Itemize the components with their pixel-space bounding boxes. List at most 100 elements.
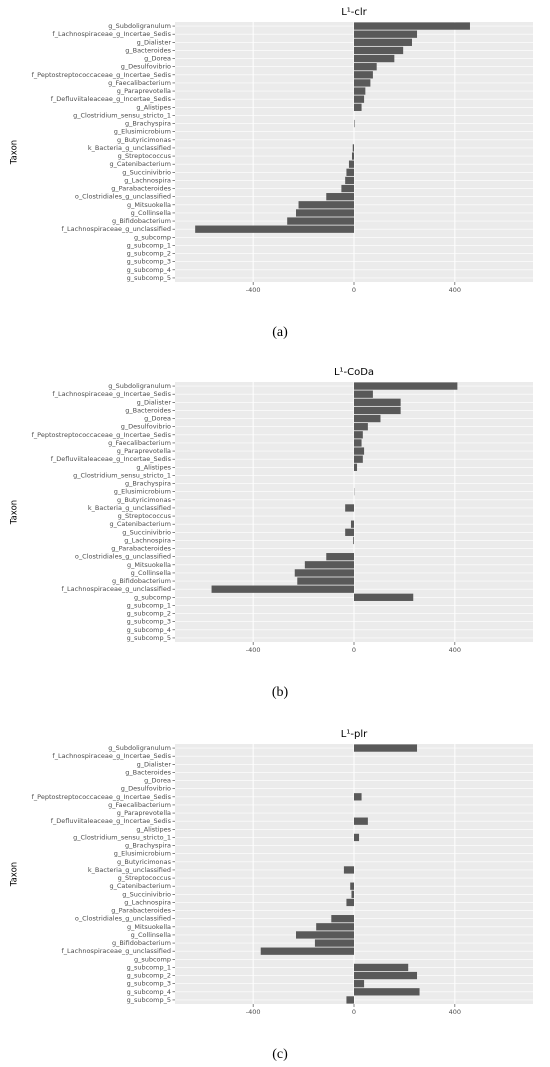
y-tick-label: g_Succinivibrio — [122, 890, 171, 898]
y-tick-label: g_Alistipes — [136, 103, 171, 111]
bar — [354, 980, 365, 988]
bar — [350, 520, 354, 528]
chart-title: L¹-clr — [341, 7, 367, 18]
bar — [348, 160, 354, 168]
y-tick-label: g_subcomp_5 — [127, 996, 171, 1004]
y-tick-label: g_Paraprevotella — [117, 809, 171, 817]
x-tick-label: 400 — [449, 286, 461, 294]
y-axis-label: Taxon — [10, 862, 20, 887]
bar — [354, 447, 365, 455]
y-tick-label: g_subcomp_5 — [127, 634, 171, 642]
y-tick-label: f_Peptostreptococcaceae_g_Incertae_Sedis — [32, 71, 172, 79]
y-tick-label: g_Dialister — [137, 38, 172, 46]
bar — [354, 390, 373, 398]
y-tick-label: g_subcomp — [134, 955, 171, 963]
y-tick-label: f_Lachnospiraceae_g_unclassified — [62, 585, 172, 593]
bar — [354, 382, 458, 390]
y-tick-label: g_Streptococcus — [118, 874, 172, 882]
y-tick-label: g_Collinsella — [131, 931, 171, 939]
y-tick-label: k_Bacteria_g_unclassified — [88, 866, 171, 874]
bar — [354, 63, 377, 71]
y-tick-label: f_Lachnospiraceae_g_unclassified — [62, 225, 172, 233]
bar — [345, 528, 354, 536]
y-tick-label: g_Desulfovibrio — [121, 63, 171, 71]
bar — [354, 103, 362, 111]
bar — [304, 561, 354, 569]
y-tick-label: g_Mitsuokella — [127, 923, 171, 931]
bar — [353, 536, 354, 545]
bar — [354, 398, 401, 406]
y-tick-label: g_Dorea — [144, 55, 171, 63]
y-tick-label: g_Dialister — [137, 398, 172, 406]
bar — [298, 201, 354, 209]
y-tick-label: g_subcomp_5 — [127, 274, 171, 282]
bar — [354, 95, 365, 103]
x-tick-label: 400 — [449, 1008, 461, 1016]
y-tick-label: g_Parabacteroides — [111, 185, 171, 193]
x-tick-label: -400 — [246, 646, 261, 654]
y-tick-label: g_Mitsuokella — [127, 561, 171, 569]
y-tick-label: g_Alistipes — [136, 463, 171, 471]
bar — [345, 504, 354, 512]
x-tick-label: -400 — [246, 1008, 261, 1016]
y-tick-label: g_Dorea — [144, 415, 171, 423]
y-tick-label: g_Butyricimonas — [117, 858, 172, 866]
y-tick-label: o_Clostridiales_g_unclassified — [75, 915, 171, 923]
y-tick-label: g_Clostridium_sensu_stricto_1 — [73, 833, 171, 841]
y-tick-label: g_subcomp_2 — [127, 610, 171, 618]
y-tick-label: f_Lachnospiraceae_g_Incertae_Sedis — [52, 390, 171, 398]
y-axis-label: Taxon — [10, 500, 20, 525]
y-tick-label: g_Butyricimonas — [117, 496, 172, 504]
y-tick-label: g_subcomp_2 — [127, 250, 171, 258]
bar — [314, 939, 354, 947]
y-tick-label: g_Paraprevotella — [117, 447, 171, 455]
y-tick-label: g_Catenibacterium — [109, 520, 171, 528]
y-tick-label: g_subcomp_4 — [127, 266, 171, 274]
x-tick-label: 400 — [449, 646, 461, 654]
bar — [354, 119, 355, 128]
bar — [352, 144, 354, 152]
bar — [354, 423, 368, 431]
y-tick-label: g_Desulfovibrio — [121, 423, 171, 431]
bar — [354, 414, 381, 423]
y-tick-label: f_Peptostreptococcaceae_g_Incertae_Sedis — [32, 793, 172, 801]
y-tick-label: g_Bifidobacterium — [112, 577, 171, 585]
y-tick-label: g_Collinsella — [131, 209, 171, 217]
y-tick-label: k_Bacteria_g_unclassified — [88, 144, 171, 152]
bar — [260, 947, 354, 955]
y-tick-label: g_subcomp — [134, 593, 171, 601]
x-tick-label: -400 — [246, 286, 261, 294]
bar — [354, 406, 401, 415]
caption: (b) — [272, 685, 289, 700]
y-tick-label: g_Lachnospira — [124, 536, 171, 544]
y-tick-label: g_Subdoligranulum — [108, 744, 171, 752]
bar — [326, 553, 354, 561]
y-tick-label: g_subcomp_2 — [127, 972, 171, 980]
bar — [346, 168, 354, 176]
y-tick-label: g_Faecalibacterium — [108, 439, 171, 447]
bar — [354, 971, 418, 980]
y-tick-label: g_Lachnospira — [124, 176, 171, 184]
y-tick-label: g_Catenibacterium — [109, 160, 171, 168]
y-tick-label: g_Collinsella — [131, 569, 171, 577]
bar — [354, 54, 395, 63]
y-tick-label: g_subcomp_4 — [127, 988, 171, 996]
bar — [354, 431, 363, 439]
caption: (c) — [272, 1047, 288, 1062]
bar — [354, 30, 418, 38]
y-tick-label: g_Alistipes — [136, 825, 171, 833]
bar — [354, 439, 362, 447]
y-tick-label: g_Parabacteroides — [111, 907, 171, 915]
y-tick-label: g_Dorea — [144, 777, 171, 785]
bar — [354, 593, 414, 601]
y-tick-label: g_subcomp — [134, 233, 171, 241]
bar — [346, 898, 354, 907]
y-tick-label: g_Faecalibacterium — [108, 79, 171, 87]
y-tick-label: g_Parabacteroides — [111, 545, 171, 553]
y-tick-label: g_subcomp_3 — [127, 258, 171, 266]
bar — [345, 176, 354, 185]
y-tick-label: f_Lachnospiraceae_g_Incertae_Sedis — [52, 30, 171, 38]
y-tick-label: g_Brachyspira — [125, 842, 171, 850]
y-tick-label: g_subcomp_1 — [127, 241, 171, 249]
